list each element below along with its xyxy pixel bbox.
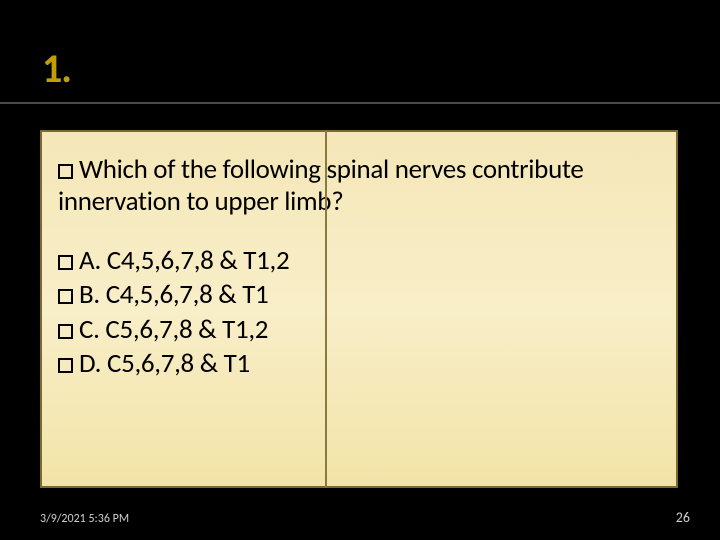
square-bullet-icon	[58, 324, 73, 339]
title-area: 1.	[42, 44, 678, 93]
options-list: A. C4,5,6,7,8 & T1,2 B. C4,5,6,7,8 & T1 …	[58, 244, 660, 382]
option-b-text: B. C4,5,6,7,8 & T1	[79, 278, 268, 311]
title-divider	[0, 102, 720, 104]
vertical-divider	[325, 130, 327, 488]
content-card: Which of the following spinal nerves con…	[40, 130, 678, 488]
square-bullet-icon	[58, 164, 73, 179]
footer: 3/9/2021 5:36 PM 26	[40, 509, 690, 526]
page-number: 26	[676, 509, 690, 526]
option-d: D. C5,6,7,8 & T1	[58, 347, 660, 382]
slide-title: 1.	[42, 44, 678, 93]
option-b: B. C4,5,6,7,8 & T1	[58, 278, 660, 313]
option-a: A. C4,5,6,7,8 & T1,2	[58, 244, 660, 279]
option-d-text: D. C5,6,7,8 & T1	[79, 347, 250, 380]
timestamp: 3/9/2021 5:36 PM	[40, 512, 129, 526]
slide: 1. Which of the following spinal nerves …	[0, 0, 720, 540]
question-body: Which of the following spinal nerves con…	[58, 153, 584, 218]
square-bullet-icon	[58, 289, 73, 304]
option-a-text: A. C4,5,6,7,8 & T1,2	[79, 244, 289, 277]
option-c: C. C5,6,7,8 & T1,2	[58, 313, 660, 348]
square-bullet-icon	[58, 255, 73, 270]
question-text: Which of the following spinal nerves con…	[58, 154, 660, 218]
square-bullet-icon	[58, 358, 73, 373]
option-c-text: C. C5,6,7,8 & T1,2	[79, 313, 268, 346]
